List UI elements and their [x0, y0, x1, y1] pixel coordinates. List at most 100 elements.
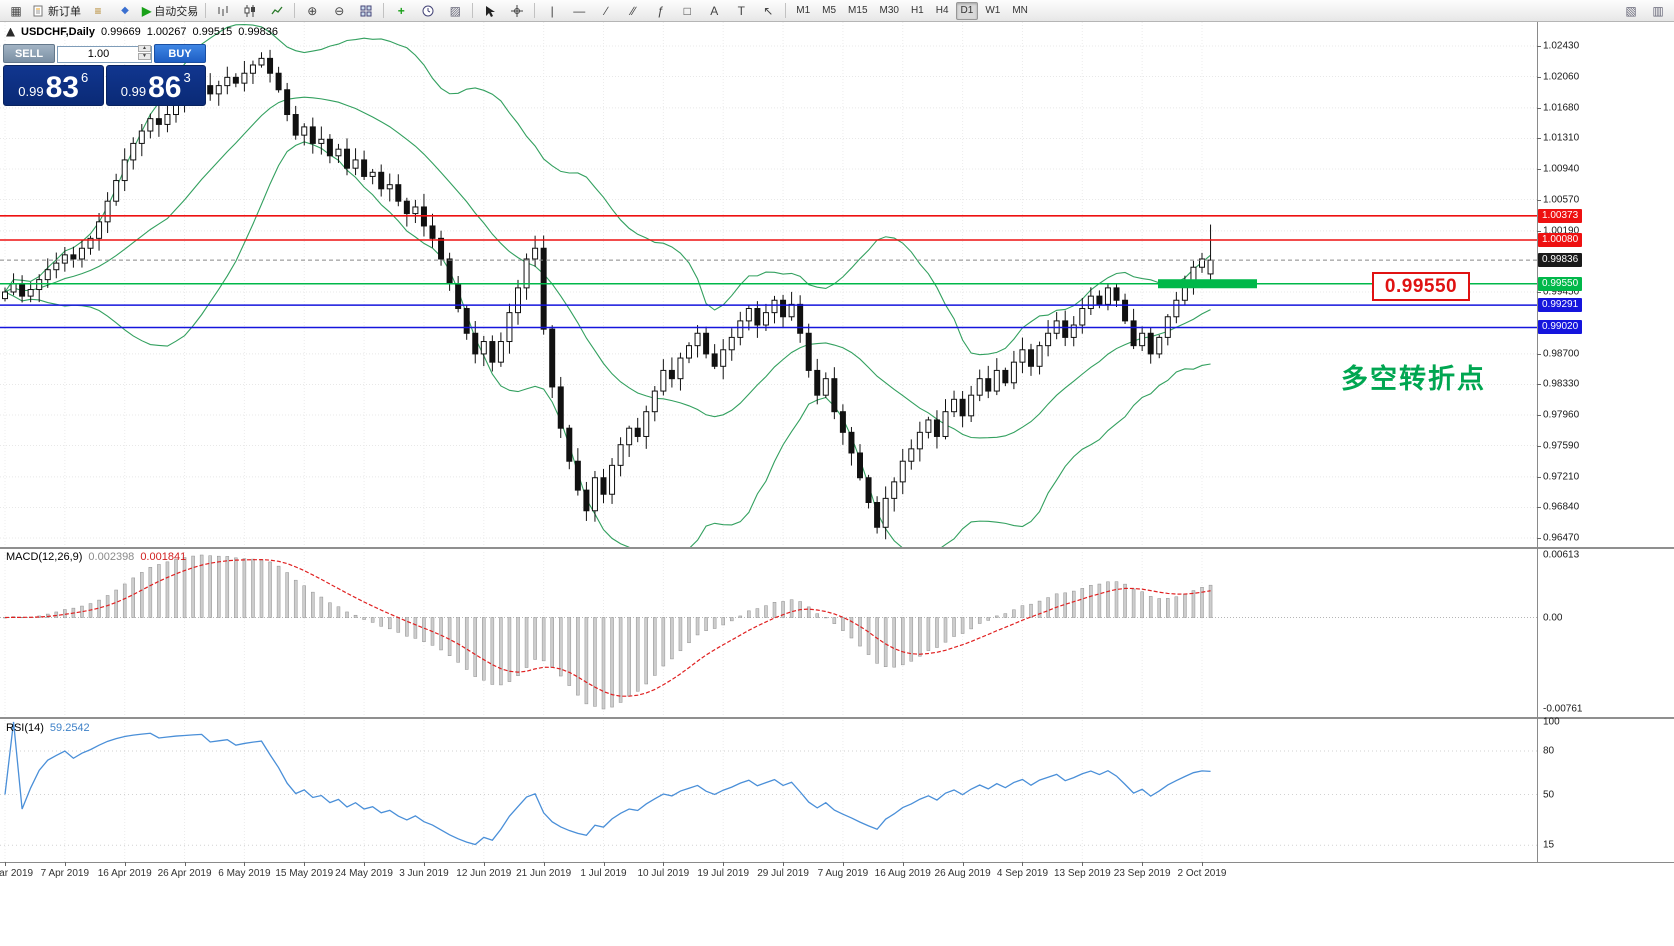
- price-axis-label: 0.97210: [1543, 471, 1580, 483]
- buy-price-main: 0.99: [120, 84, 147, 99]
- indicators-button[interactable]: +: [397, 3, 405, 18]
- text-label-button[interactable]: T: [737, 3, 745, 18]
- panel-divider[interactable]: [0, 547, 1674, 550]
- ohlc-open: 0.99669: [100, 26, 141, 38]
- text-button[interactable]: A: [710, 3, 719, 18]
- ohlc-close: 0.99836: [238, 26, 279, 38]
- cursor-button[interactable]: [477, 1, 503, 21]
- volume-down-button[interactable]: ▼: [138, 53, 151, 60]
- cursor-icon: [486, 5, 496, 17]
- date-label: 26 Apr 2019: [157, 868, 212, 879]
- zoom-out-button[interactable]: ⊖: [334, 3, 345, 18]
- timeframe-button-h4[interactable]: H4: [935, 5, 949, 16]
- time-axis[interactable]: 28 Mar 2019 7 Apr 2019 16 Apr 2019 26 Apr 2…: [0, 862, 1674, 888]
- sell-price-big: 83: [45, 71, 79, 104]
- trendline-button[interactable]: ∕: [605, 3, 608, 18]
- crosshair-button[interactable]: [504, 1, 530, 21]
- rsi-value: 59.2542: [49, 722, 90, 734]
- horizontal-line-button[interactable]: —: [573, 3, 586, 18]
- sell-button[interactable]: SELL: [3, 44, 55, 63]
- date-label: 19 Jul 2019: [697, 868, 750, 879]
- macd-axis-min: -0.00761: [1543, 703, 1583, 715]
- price-axis-tick: [1537, 230, 1541, 232]
- level-price-tag: 0.99291: [1538, 298, 1583, 313]
- ohlc-high: 1.00267: [146, 26, 187, 38]
- symbol-name: USDCHF,Daily: [21, 26, 95, 38]
- templates-button[interactable]: ▨: [449, 3, 461, 18]
- timeframe-button-m15[interactable]: M15: [848, 5, 868, 16]
- buy-button[interactable]: BUY: [154, 44, 206, 63]
- price-axis-label: 0.96840: [1543, 501, 1580, 513]
- window-layout-icon[interactable]: ▥: [1652, 3, 1664, 18]
- volume-input[interactable]: [57, 45, 152, 63]
- price-axis-tick: [1537, 76, 1541, 78]
- date-tick: [603, 862, 605, 866]
- toolbar-separator: [294, 3, 296, 18]
- candlestick-chart-button[interactable]: [237, 1, 263, 21]
- toolbar-separator: [205, 3, 207, 18]
- market-watch-icon[interactable]: ≡: [94, 3, 102, 18]
- channel-button[interactable]: ∕∕: [631, 3, 636, 18]
- timeframe-button-d1[interactable]: D1: [955, 1, 979, 20]
- new-chart-icon[interactable]: ▧: [1625, 3, 1637, 18]
- fibonacci-button[interactable]: ƒ: [656, 3, 664, 18]
- crosshair-icon: [511, 4, 524, 17]
- price-axis-label: 0.96470: [1543, 532, 1580, 544]
- macd-main-value: 0.002398: [88, 551, 135, 563]
- date-label: 7 Aug 2019: [817, 868, 869, 879]
- tile-windows-button[interactable]: [353, 1, 379, 21]
- date-tick: [723, 862, 725, 866]
- main-chart-canvas[interactable]: [0, 22, 1537, 547]
- price-axis-tick: [1537, 199, 1541, 201]
- date-label: 12 Jun 2019: [456, 868, 512, 879]
- price-axis-label: 0.97590: [1543, 440, 1580, 452]
- periods-button[interactable]: [415, 1, 441, 21]
- vertical-line-button[interactable]: |: [550, 3, 554, 18]
- timeframe-button-m5[interactable]: M5: [822, 5, 837, 16]
- arrow-tools-button[interactable]: ↖: [763, 3, 774, 18]
- price-axis-label: 0.99450: [1543, 286, 1580, 298]
- price-axis-tick: [1537, 537, 1541, 539]
- line-chart-button[interactable]: [264, 1, 290, 21]
- date-tick: [64, 862, 66, 866]
- level-price-tag: 0.99020: [1538, 320, 1583, 335]
- price-axis-tick: [1537, 107, 1541, 109]
- timeframe-button-m1[interactable]: M1: [796, 5, 811, 16]
- app-icon: ▦: [10, 3, 22, 18]
- rsi-panel-canvas[interactable]: [0, 720, 1537, 862]
- timeframe-button-h1[interactable]: H1: [910, 5, 924, 16]
- new-order-button[interactable]: 新订单: [30, 1, 84, 21]
- date-tick: [543, 862, 545, 866]
- volume-up-button[interactable]: ▲: [138, 45, 151, 52]
- toolbar-separator: [534, 3, 536, 18]
- timeframe-button-w1[interactable]: W1: [985, 5, 1001, 16]
- macd-panel-canvas[interactable]: [0, 549, 1537, 717]
- autotrading-play-icon: ▶: [142, 3, 152, 18]
- panel-divider[interactable]: [0, 717, 1674, 720]
- price-axis-label: 1.01310: [1543, 132, 1580, 144]
- sell-price-main: 0.99: [18, 84, 44, 99]
- price-axis-label: 1.02060: [1543, 71, 1580, 83]
- zoom-in-button[interactable]: ⊕: [307, 3, 318, 18]
- timeframe-button-m30[interactable]: M30: [879, 5, 899, 16]
- navigator-icon[interactable]: ◆: [121, 4, 129, 16]
- candlestick-icon: [244, 4, 256, 17]
- shapes-button[interactable]: □: [683, 3, 691, 18]
- line-chart-icon: [271, 6, 283, 14]
- price-axis-label: 1.00940: [1543, 163, 1580, 175]
- date-label: 4 Sep 2019: [996, 868, 1049, 879]
- autotrading-button[interactable]: ▶ 自动交易: [142, 3, 199, 18]
- level-price-tag: 0.99550: [1538, 276, 1583, 291]
- bar-chart-button[interactable]: [210, 1, 236, 21]
- level-price-tag: 1.00373: [1538, 208, 1583, 223]
- sell-price-panel-button[interactable]: 0.99 83 6: [3, 65, 104, 106]
- price-axis[interactable]: 0.00613 0.00 -0.00761 1.02430 1.02060 1.01…: [1537, 0, 1674, 946]
- date-tick: [1082, 862, 1084, 866]
- one-click-trading-widget: SELL ▲ ▼ BUY 0.99 83 6 0.99 86 3: [3, 44, 206, 106]
- tile-windows-icon: [360, 5, 372, 16]
- date-tick: [1202, 862, 1203, 866]
- rsi-axis-label: 15: [1543, 839, 1555, 851]
- sell-price-sup: 6: [80, 70, 89, 85]
- timeframe-button-mn[interactable]: MN: [1012, 5, 1028, 16]
- buy-price-panel-button[interactable]: 0.99 86 3: [105, 65, 206, 106]
